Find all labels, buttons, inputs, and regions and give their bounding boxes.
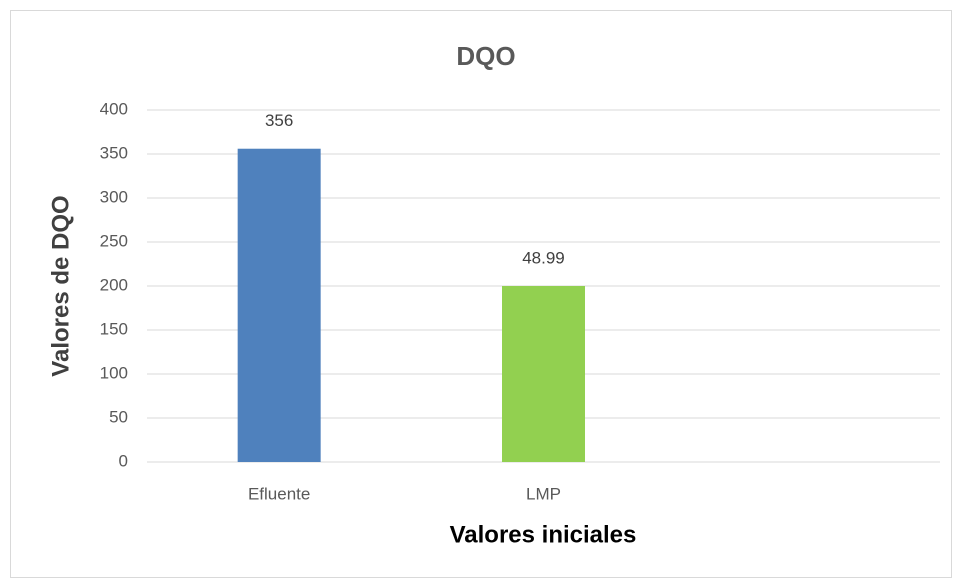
y-tick-label: 200 (100, 275, 128, 294)
y-tick-label: 50 (109, 407, 128, 426)
chart-border (10, 10, 952, 578)
y-tick-label: 250 (100, 231, 128, 250)
x-tick-label: LMP (526, 484, 561, 503)
y-tick-label: 300 (100, 187, 128, 206)
data-label: 48.99 (522, 248, 565, 267)
x-axis-label: Valores iniciales (450, 521, 637, 548)
y-tick-label: 350 (100, 143, 128, 162)
y-tick-label: 0 (119, 451, 128, 470)
bar (502, 286, 585, 462)
y-tick-label: 400 (100, 99, 128, 118)
data-label: 356 (265, 111, 293, 130)
y-tick-label: 100 (100, 363, 128, 382)
bar (237, 148, 321, 462)
y-tick-label: 150 (100, 319, 128, 338)
chart-title: DQO (456, 41, 515, 71)
y-axis-label: Valores de DQO (47, 195, 74, 376)
x-tick-label: Efluente (248, 484, 310, 503)
